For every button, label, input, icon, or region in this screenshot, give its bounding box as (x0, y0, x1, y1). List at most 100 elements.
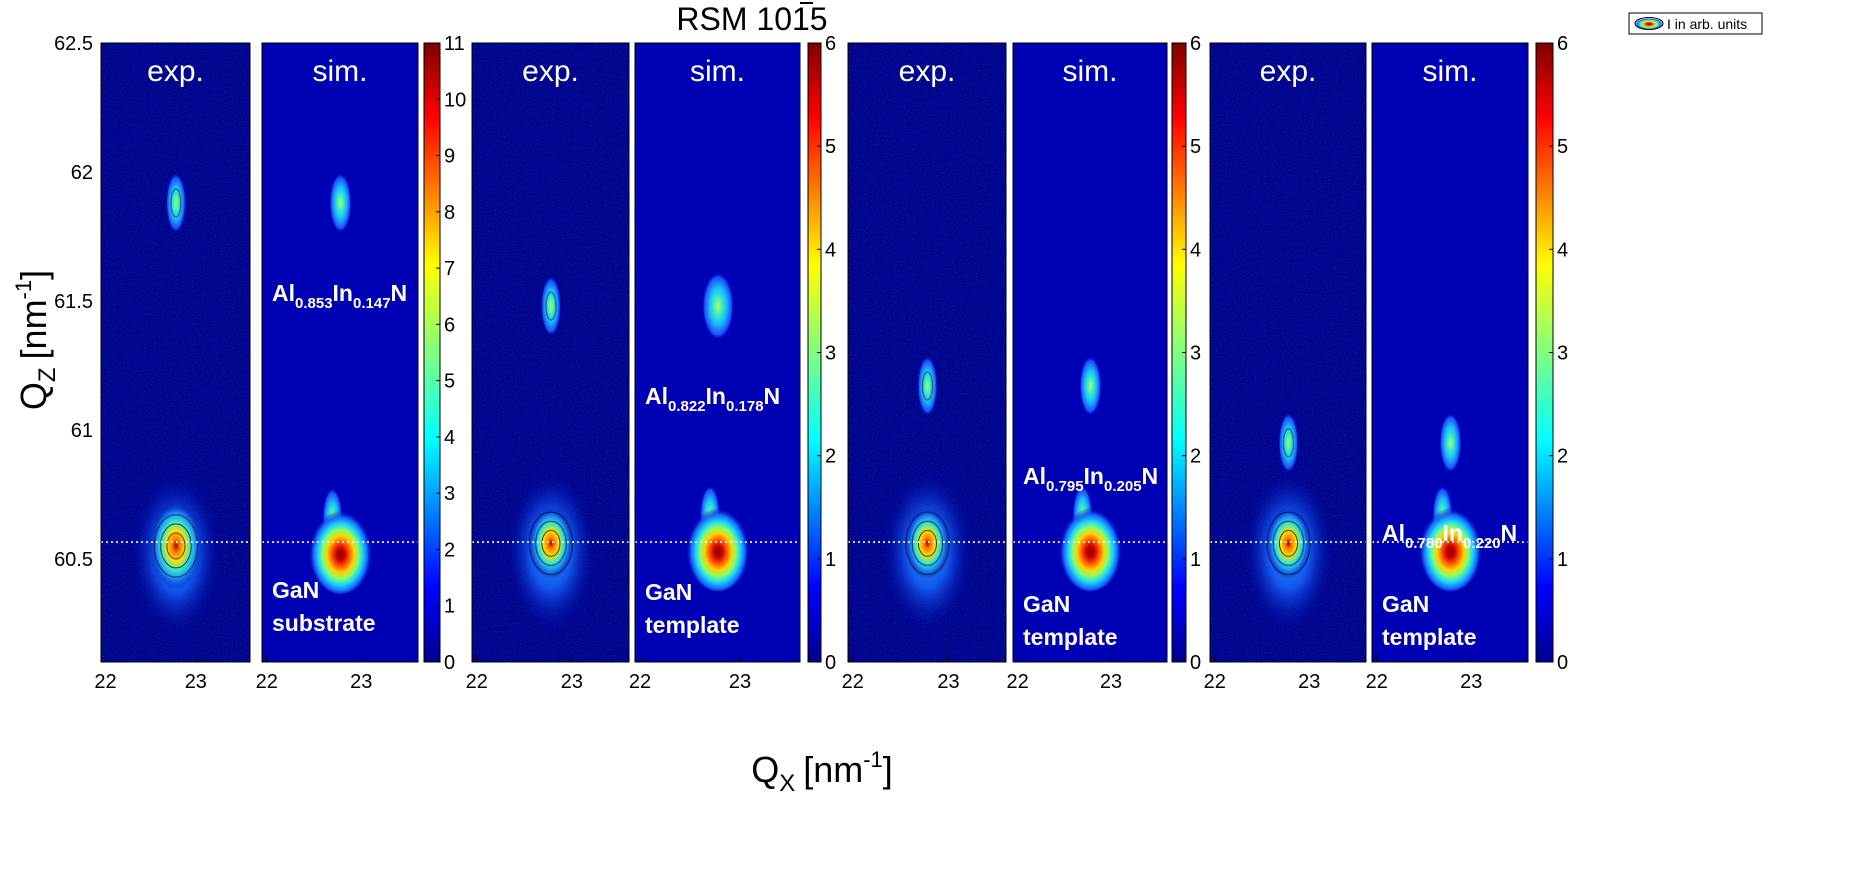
layer-el3: N (1501, 520, 1518, 546)
sim-label: sim. (1423, 55, 1478, 88)
contour-line (905, 511, 950, 576)
colorbar-tick-label: 7 (444, 258, 455, 280)
y-label-exp: -1 (11, 280, 36, 300)
colorbar-tick-label: 0 (444, 652, 455, 674)
x-tick-label: 22 (1007, 671, 1029, 693)
layer-el1: Al (645, 383, 668, 409)
svg-text:QZ[nm-1]: QZ [nm-1] (11, 270, 61, 410)
colorbar-tick-label: 5 (444, 371, 455, 393)
layer-sub1: 0.822 (668, 398, 706, 415)
contour-line (911, 520, 944, 566)
y-label-unit: [nm (13, 299, 54, 359)
x-label-symbol: Q (751, 749, 779, 790)
colorbar-tick-label: 3 (1190, 343, 1201, 365)
x-label-sub: X (779, 770, 795, 797)
contour-line (1278, 529, 1298, 557)
substrate-peak (686, 503, 750, 592)
layer-peak (1278, 412, 1299, 473)
layer-composition-label: Al0.780In0.220N (1382, 520, 1517, 552)
contour-line (541, 529, 561, 557)
sim-panel-1: sim. 22 23 Al0.853In0.147N GaN substrate (256, 42, 419, 693)
x-tick-label: 22 (256, 671, 278, 693)
layer-peak (165, 172, 186, 233)
colorbar-tick-label: 6 (1190, 33, 1201, 55)
layer-el1: Al (272, 280, 295, 306)
colorbar-1: 0 1 2 3 4 5 6 7 8 9 10 11 (423, 33, 466, 674)
y-tick-label: 61.5 (54, 291, 93, 313)
exp-panel-3: exp. 22 23 (842, 42, 1007, 693)
contour-line (1282, 428, 1294, 458)
colorbar-tick-label: 2 (1190, 446, 1201, 468)
sim-panel-2: sim. 22 23 Al0.822In0.178N GaN template (629, 42, 801, 693)
layer-sub1: 0.853 (295, 295, 333, 312)
legend-box (1628, 12, 1763, 35)
layer-el2: In (1084, 463, 1104, 489)
legend-swatch-icon (1634, 17, 1664, 30)
layer-peak (540, 276, 561, 337)
x-tick-label: 23 (729, 671, 751, 693)
substrate-peak (1058, 503, 1123, 592)
x-label-exp: -1 (863, 747, 883, 772)
x-label-close: ] (883, 749, 893, 790)
colorbar-tick-label: 11 (444, 33, 465, 55)
y-label-sub: Z (34, 367, 61, 382)
colorbar-tick-label: 1 (825, 549, 836, 571)
panel-border (471, 42, 630, 663)
panel-border (847, 42, 1007, 663)
contour-line (1272, 520, 1305, 566)
substrate-peak (905, 507, 950, 580)
contour-line (153, 514, 199, 578)
colorbar-tick-label: 4 (444, 427, 455, 449)
panel-border (261, 42, 419, 663)
colorbar-tick-label: 5 (825, 136, 836, 158)
colorbar-tick-label: 4 (1557, 239, 1568, 261)
colorbar-gradient (423, 42, 441, 663)
x-tick-label: 23 (185, 671, 207, 693)
layer-sub1: 0.795 (1046, 478, 1084, 495)
substrate-name-label: substrate (272, 610, 376, 636)
y-tick-label: 61 (71, 420, 93, 442)
colorbar-tick-label: 8 (444, 202, 455, 224)
substrate-peak (1266, 507, 1311, 580)
contour-line (160, 523, 192, 569)
y-tick-label: 62 (71, 162, 93, 184)
legend: I in arb. units (1628, 12, 1763, 35)
colorbar-tick-label: 5 (1557, 136, 1568, 158)
x-tick-label: 23 (937, 671, 959, 693)
colorbar-tick-label: 0 (825, 652, 836, 674)
y-tick-label: 62.5 (54, 33, 93, 55)
x-tick-label: 23 (1100, 671, 1122, 693)
colorbar-tick-label: 6 (825, 33, 836, 55)
substrate-peak (308, 505, 373, 594)
colorbar-tick-label: 6 (1557, 33, 1568, 55)
layer-peak (329, 172, 352, 233)
layer-el3: N (391, 280, 408, 306)
contour-line (921, 371, 933, 401)
sim-label: sim. (1063, 55, 1118, 88)
colorbar-tick-label: 1 (1190, 549, 1201, 571)
colorbar-tick-label: 2 (444, 539, 455, 561)
substrate-name-label: template (645, 612, 740, 638)
colorbar-tick-label: 5 (1190, 136, 1201, 158)
y-label-close: ] (13, 270, 54, 280)
x-tick-label: 23 (1460, 671, 1482, 693)
x-tick-label: 22 (1204, 671, 1226, 693)
panel-border (634, 42, 801, 663)
contour-line (170, 188, 182, 218)
substrate-peak (1418, 503, 1483, 592)
x-tick-label: 22 (842, 671, 864, 693)
colorbar-tick-label: 3 (1557, 343, 1568, 365)
x-tick-label: 22 (1366, 671, 1388, 693)
panel-border (1209, 42, 1367, 663)
layer-sub2: 0.178 (726, 398, 764, 415)
layer-el3: N (1142, 463, 1159, 489)
layer-sub2: 0.205 (1104, 478, 1142, 495)
svg-text:QX[nm-1]: QX [nm-1] (751, 747, 893, 797)
x-label-unit: [nm (803, 749, 863, 790)
layer-el1: Al (1023, 463, 1046, 489)
